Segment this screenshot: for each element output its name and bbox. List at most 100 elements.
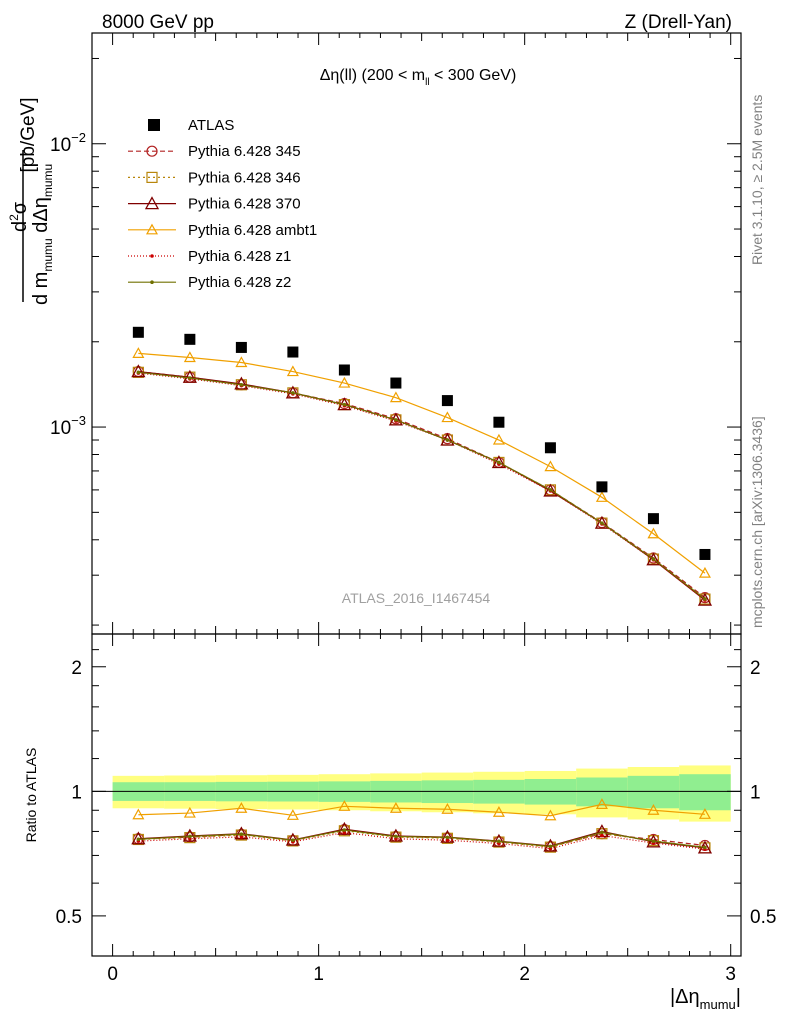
legend-marker (150, 254, 154, 258)
ratio-5-point-5 (394, 834, 398, 839)
series-5-point-8 (548, 488, 553, 492)
ratio-5-point-0 (136, 837, 141, 842)
y-top-tick-base: 10 (50, 418, 71, 439)
x-axis-label: |Δηmumu| (670, 986, 741, 1012)
y-num-sigma: σ (9, 201, 31, 214)
ratio-3-point-5 (389, 802, 402, 813)
ratio-series (131, 798, 713, 854)
ratio-4-point-4 (342, 830, 347, 835)
series-3-point-7 (492, 433, 505, 445)
ratio-5-point-3 (291, 838, 295, 842)
legend-marker (145, 223, 159, 235)
series-3-point-5 (389, 391, 402, 403)
series-2-point-8 (543, 483, 558, 497)
legend-label: Pythia 6.428 346 (188, 169, 301, 186)
ratio-line-3 (138, 803, 705, 817)
legend-label: ATLAS (188, 117, 234, 134)
atlas-point-8 (544, 442, 556, 454)
atlas-point-11 (699, 548, 711, 560)
series-2-point-6 (440, 432, 455, 446)
atlas-point-6 (441, 395, 453, 407)
x-label-tail: | (736, 986, 741, 1008)
ratio-5-point-7 (497, 839, 501, 844)
legend-entry-2: Pythia 6.428 346 (128, 169, 301, 186)
series-line-3 (138, 352, 706, 574)
ratio-2-point-0 (131, 831, 146, 845)
legend-entry-0: ATLAS (148, 117, 234, 134)
x-tick-label-2: 2 (519, 964, 530, 985)
ratio-3-point-1 (183, 806, 196, 818)
series-2-point-11 (697, 592, 713, 606)
y-top-tick-base: 10 (50, 135, 71, 156)
y-den-sub2: mumu (41, 164, 55, 197)
ratio-5-point-1 (188, 834, 192, 839)
ratio-3-point-9 (595, 798, 608, 809)
x-tick-label-0: 0 (107, 964, 118, 985)
legend-label: Pythia 6.428 z2 (188, 274, 291, 291)
legend-label: Pythia 6.428 ambt1 (188, 222, 317, 239)
ratio-1-point-8 (544, 841, 557, 853)
legend-entry-3: Pythia 6.428 370 (128, 196, 301, 213)
ratio-5-point-8 (548, 844, 553, 849)
legend-label: Pythia 6.428 z1 (188, 248, 291, 265)
y-num-sup: 2 (7, 214, 21, 221)
series-5-point-11 (703, 597, 707, 601)
series-5-point-10 (651, 557, 656, 561)
atlas-point-7 (493, 416, 505, 428)
ratio-4-point-9 (600, 833, 604, 838)
legend-label: Pythia 6.428 370 (188, 196, 301, 213)
y-denominator: d mmumu dΔηmumu (30, 164, 55, 305)
series-5-point-9 (600, 521, 604, 525)
ratio-3-point-0 (132, 808, 145, 820)
ratio-2-point-6 (440, 829, 455, 843)
series-3-point-4 (338, 376, 351, 388)
ratio-5-point-6 (445, 835, 450, 840)
header-right: Z (Drell-Yan) (625, 12, 732, 33)
ratio-line-2 (138, 828, 706, 849)
series-3-point-6 (441, 411, 454, 423)
legend-entry-6: Pythia 6.428 z2 (128, 274, 291, 291)
legend-marker (146, 171, 158, 183)
series-3-point-11 (698, 566, 711, 578)
y-numerator: d2σ (7, 201, 31, 232)
y-top-tick-exp: −2 (71, 130, 86, 145)
legend-entry-1: Pythia 6.428 345 (128, 143, 301, 160)
y-units: [pb/GeV] (18, 98, 39, 173)
plot-title: Δη(ll) (200 < mll < 300 GeV) (320, 67, 517, 88)
atlas-point-9 (596, 481, 608, 493)
main-series (131, 326, 713, 606)
ratio-3-point-11 (698, 808, 711, 819)
y-ratio-tick-label-left-2: 0.5 (56, 907, 82, 928)
ratio-uncertainty-bands (92, 765, 741, 822)
y-den-mid: dΔη (30, 197, 52, 238)
series-5-point-0 (136, 370, 141, 375)
legend-entry-5: Pythia 6.428 z1 (128, 248, 291, 265)
x-tick-label-3: 3 (725, 964, 736, 985)
ratio-line-1 (138, 830, 706, 849)
axis-ticks: 10−210−32 21 10.5 0.50 1 2 3 (50, 33, 776, 985)
legend-label: Pythia 6.428 345 (188, 143, 301, 160)
series-2-point-9 (594, 515, 610, 529)
series-2-point-7 (491, 455, 507, 469)
series-3-point-1 (183, 351, 196, 363)
y-den-sub1: mumu (41, 238, 55, 271)
series-5-point-5 (394, 418, 398, 422)
ratio-3-point-4 (338, 800, 351, 811)
ratio-3-point-7 (492, 806, 505, 817)
x-label-sub: mumu (700, 997, 736, 1012)
ratio-5-point-4 (342, 828, 347, 832)
atlas-point-0 (132, 326, 144, 338)
series-5-point-6 (445, 438, 450, 442)
legend-marker (144, 196, 160, 210)
series-line-1 (138, 371, 706, 600)
legend: ATLAS Pythia 6.428 345 Pythia 6.428 346 Pyt… (128, 117, 317, 291)
series-3-point-2 (235, 356, 248, 368)
plot-title-sub: ll (425, 77, 429, 88)
y-top-tick-label-0: 10−2 (50, 130, 86, 156)
series-5-point-4 (342, 402, 347, 407)
ratio-5-point-9 (600, 830, 604, 835)
legend-marker (146, 145, 158, 157)
ratio-3-point-10 (647, 804, 660, 815)
ratio-3-point-2 (235, 802, 248, 813)
